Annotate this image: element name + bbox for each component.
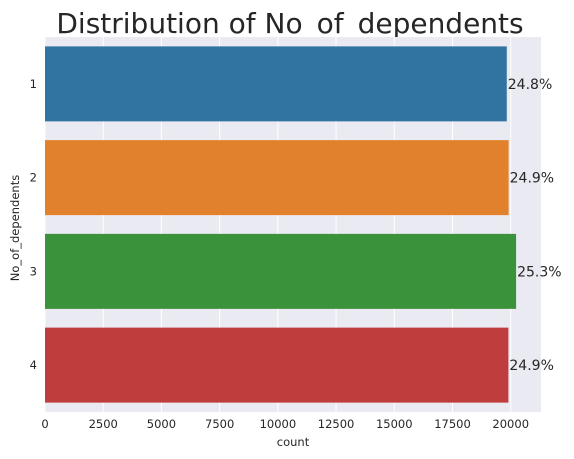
- x-tick-label: 17500: [434, 417, 471, 431]
- y-tick-label: 3: [30, 264, 37, 278]
- x-tick-label: 15000: [376, 417, 413, 431]
- x-axis-ticks: 0 2500 5000 7500 10000 12500 15000 17500 20000: [41, 417, 529, 431]
- bar-1: [45, 46, 507, 122]
- x-tick-label: 10000: [260, 417, 297, 431]
- x-tick-label: 5000: [147, 417, 176, 431]
- bar-3: [45, 233, 517, 309]
- y-axis-ticks: 1 2 3 4: [30, 77, 37, 372]
- x-tick-label: 7500: [205, 417, 234, 431]
- bars: [45, 46, 517, 403]
- bar-percent-label: 24.9%: [510, 171, 554, 187]
- x-tick-label: 20000: [492, 417, 529, 431]
- bar-4: [45, 327, 509, 403]
- bar-percent-label: 24.9%: [509, 358, 553, 374]
- bar-2: [45, 140, 509, 216]
- chart-title: Distribution of No_of_dependents: [56, 7, 523, 40]
- bar-labels: 24.8% 24.9% 25.3% 24.9%: [508, 77, 562, 374]
- x-tick-label: 0: [41, 417, 48, 431]
- y-tick-label: 2: [30, 171, 37, 185]
- y-tick-label: 4: [30, 358, 37, 372]
- y-axis-label: No_of_dependents: [8, 175, 22, 281]
- x-tick-label: 12500: [318, 417, 355, 431]
- x-tick-label: 2500: [89, 417, 118, 431]
- bar-percent-label: 25.3%: [517, 264, 561, 280]
- x-axis-label: count: [277, 435, 310, 449]
- bar-percent-label: 24.8%: [508, 77, 552, 93]
- y-tick-label: 1: [30, 77, 37, 91]
